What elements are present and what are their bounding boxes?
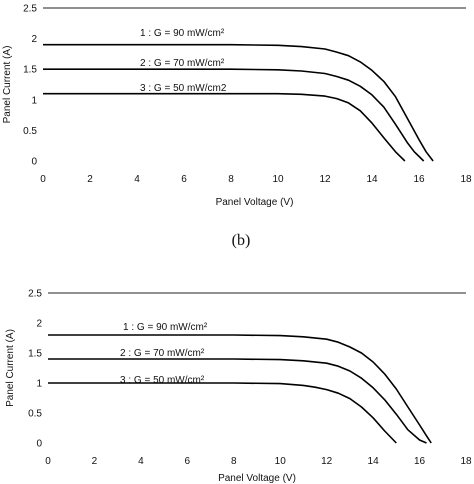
x-axis-label: Panel Voltage (V): [218, 473, 296, 484]
series-line-3: [48, 382, 397, 444]
y-axis-label: Panel Current (A): [5, 329, 16, 407]
x-tick-label: 16: [413, 174, 425, 185]
x-tick-label: 16: [414, 456, 426, 467]
y-tick-label: 0: [36, 439, 42, 450]
x-tick-label: 8: [228, 174, 234, 185]
y-tick-label: 2.5: [28, 289, 42, 300]
caption-b: (b): [232, 232, 251, 249]
series-label-1: 1 : G = 90 mW/cm²: [123, 322, 208, 333]
y-tick-label: 2.5: [23, 4, 37, 15]
x-tick-label: 10: [272, 174, 284, 185]
y-tick-label: 0: [31, 157, 37, 168]
x-tick-label: 0: [45, 456, 51, 467]
series-label-2: 2 : G = 70 mW/cm²: [140, 58, 225, 69]
series-line-3: [43, 92, 406, 162]
series-label-1: 1 : G = 90 mW/cm²: [140, 28, 225, 39]
x-tick-label: 14: [368, 456, 380, 467]
x-tick-label: 6: [185, 456, 191, 467]
x-tick-label: 10: [275, 456, 287, 467]
x-tick-label: 0: [40, 174, 46, 185]
series-label-3: 3 : G = 50 mW/cm²: [120, 375, 205, 386]
y-tick-label: 1: [31, 95, 37, 106]
x-tick-label: 12: [319, 174, 331, 185]
chart-b: 0 0.5 1 1.5 2 2.5 0 2 4 6 8 10 12 14 16 18 Panel Voltage…: [2, 4, 472, 209]
x-tick-label: 12: [321, 456, 333, 467]
y-tick-label: 0.5: [28, 409, 42, 420]
series-line-2: [43, 68, 425, 162]
x-tick-label: 6: [181, 174, 187, 185]
series-line-1: [43, 43, 434, 162]
chart-c: 0 0.5 1 1.5 2 2.5 0 2 4 6 8 10 12 14 16 18 Panel Voltage…: [5, 289, 472, 484]
x-tick-label: 2: [87, 174, 93, 185]
x-tick-label: 4: [134, 174, 140, 185]
x-tick-label: 8: [231, 456, 237, 467]
x-tick-label: 18: [460, 174, 472, 185]
series-label-3: 3 : G = 50 mW/cm2: [140, 83, 227, 94]
y-tick-label: 1: [36, 379, 42, 390]
y-axis-label: Panel Current (A): [2, 46, 13, 124]
x-tick-label: 2: [92, 456, 98, 467]
y-tick-label: 0.5: [23, 126, 37, 137]
y-tick-label: 2: [36, 319, 42, 330]
y-tick-label: 2: [31, 34, 37, 45]
y-tick-label: 1.5: [28, 349, 42, 360]
series-label-2: 2 : G = 70 mW/cm²: [120, 348, 205, 359]
x-axis-label: Panel Voltage (V): [216, 197, 294, 208]
y-tick-label: 1.5: [23, 65, 37, 76]
x-tick-label: 4: [138, 456, 144, 467]
series-line-1: [48, 334, 432, 444]
x-tick-label: 18: [460, 456, 472, 467]
series-line-2: [48, 358, 427, 444]
x-tick-label: 14: [366, 174, 378, 185]
